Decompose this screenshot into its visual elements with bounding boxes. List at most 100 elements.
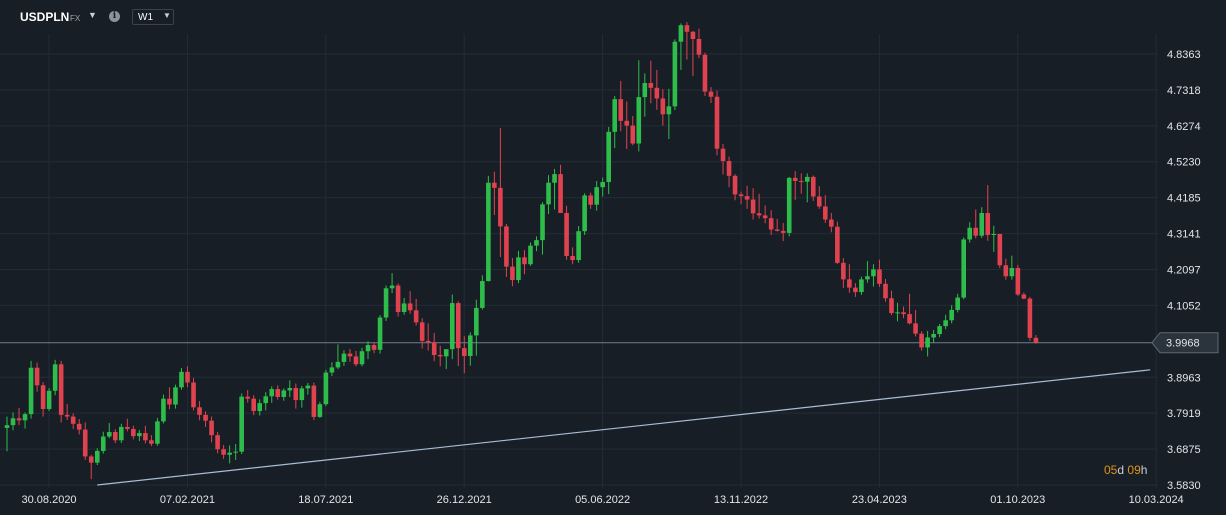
candle-body [185,371,190,383]
x-tick-label: 30.08.2020 [22,494,77,506]
candle-body [768,218,774,230]
candle-body [125,426,130,429]
y-tick-label: 4.4185 [1167,193,1201,205]
timeframe-label: W1 [138,12,153,23]
candle-body [287,388,293,391]
symbol-dropdown-chevron-icon[interactable]: ▼ [88,10,97,20]
candle-body [131,428,136,437]
candle-body [468,335,473,357]
candle-body [263,396,269,404]
candle-body [281,390,287,397]
candle-body [359,351,365,365]
candle-body [203,414,208,421]
candle-body [46,390,52,409]
candle-body [431,342,437,356]
candle-body [106,432,112,437]
candle-body [907,314,912,324]
candle-body [558,174,563,213]
candle-body [955,297,960,310]
candle-body [690,31,696,39]
candle-body [594,187,599,205]
candle-body [816,196,822,207]
candle-body [865,276,870,280]
trendline [97,369,1151,486]
candle-body [738,194,744,197]
candle-body [377,317,383,350]
candle-body [618,99,624,121]
candle-body [486,182,491,282]
candle-body [510,266,515,281]
y-tick-label: 4.8363 [1167,49,1201,61]
y-tick-label: 3.8963 [1167,372,1201,384]
candle-body [630,125,636,144]
info-icon[interactable]: i [109,11,120,22]
y-tick-label: 4.7318 [1167,85,1201,97]
candle-body [546,182,551,205]
candle-body [419,322,425,341]
candle-body [293,388,299,401]
candle-body [786,177,792,233]
candle-body [636,97,642,144]
price-tag-box [1151,332,1219,354]
candle-body [672,41,678,107]
y-tick-label: 3.5830 [1167,480,1201,492]
candle-body [305,385,311,389]
candle-body [804,176,810,182]
candle-body [498,187,503,227]
candle-body [401,303,407,313]
candle-body [257,403,263,412]
candle-body [143,433,148,441]
candle-body [780,230,786,233]
candle-body [1015,268,1021,295]
candle-body [16,418,22,421]
bar-countdown: 05d 09h [1104,463,1147,477]
candle-body [233,451,238,453]
x-tick-label: 05.06.2022 [575,494,630,506]
candle-body [847,279,852,288]
candle-body [534,240,539,246]
candle-body [76,423,82,430]
candle-body [642,82,648,98]
symbol-label[interactable]: USDPLN [20,10,70,24]
candle-body [1009,268,1015,277]
timeframe-select[interactable]: W1 ▼ [132,9,174,25]
candle-body [22,414,28,421]
candle-body [167,398,172,405]
candle-body [215,435,220,450]
candle-body [997,233,1003,266]
candle-body [52,364,58,391]
candle-body [4,425,10,428]
candle-body [443,349,449,357]
candle-body [119,426,124,441]
candle-body [311,385,317,417]
candle-body [612,99,618,132]
candle-body [714,96,720,149]
countdown-hours: 09 [1127,463,1141,477]
candle-body [853,287,858,293]
y-tick-label: 4.5230 [1167,157,1201,169]
candle-body [449,303,455,350]
candle-body [389,285,395,289]
candle-body [413,310,419,323]
candle-body [341,353,347,362]
candle-body [407,303,413,311]
x-tick-label: 10.03.2024 [1129,494,1184,506]
candle-body [504,226,509,267]
candle-body [10,418,16,426]
candle-body [28,367,34,415]
candle-body [931,334,936,338]
candle-body [708,91,714,97]
candle-body [582,195,587,232]
candle-body [654,87,660,99]
candle-body [245,396,250,399]
candle-body [149,440,154,444]
candle-body [137,433,142,437]
candle-body [113,432,118,441]
candle-body [161,398,166,422]
candle-body [540,204,545,241]
candle-body [269,389,275,397]
candle-body [564,212,569,256]
candle-body [810,176,816,197]
candle-body [570,255,575,261]
